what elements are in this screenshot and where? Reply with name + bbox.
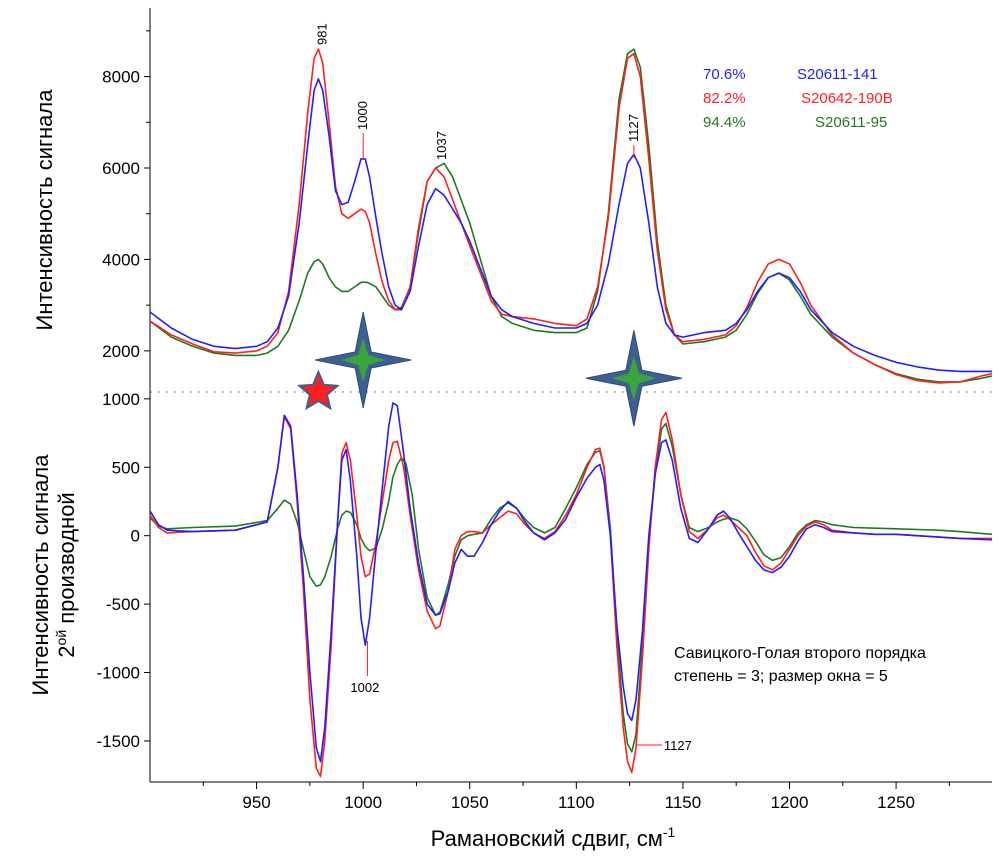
x-axis-title: Рамановский сдвиг, см-1 [431, 824, 676, 851]
top-y-tick-label: 4000 [102, 250, 140, 269]
top-peak-label-1037: 1037 [434, 131, 449, 160]
legend-percent-1: 70.6% [703, 66, 746, 83]
bottom-y-tick-label: -1500 [97, 732, 140, 751]
top-peak-label-981: 981 [315, 23, 330, 45]
top-y-tick-label: 2000 [102, 342, 140, 361]
peak-markers [296, 311, 682, 427]
top-y-tick-label: 6000 [102, 159, 140, 178]
green-star-marker-1 [315, 311, 412, 409]
bottom-series-S20642-190B [149, 411, 992, 778]
green-star-inner [341, 338, 386, 382]
legend-name-1: S20611-141 [797, 66, 878, 83]
bottom-y-axis-title-line1: Интенсивность сигнала [28, 454, 53, 696]
top-series-S20611-141 [149, 78, 992, 373]
bottom-panel-axes: -1500 -1000 -500 0 500 1000 950 1000 1050 1100 115… [97, 390, 992, 812]
legend-name-2: S20642-190B [801, 90, 893, 107]
legend: 70.6% S20611-141 82.2% S20642-190B 94.4%… [703, 66, 893, 131]
bottom-series-S20611-141 [149, 402, 993, 763]
bottom-y-tick-label: 1000 [102, 390, 140, 409]
x-tick-label: 1200 [771, 793, 809, 812]
bottom-y-tick-label: -1000 [97, 664, 140, 683]
smoothing-note-line2: степень = 3; размер окна = 5 [674, 668, 888, 685]
x-tick-label: 1100 [558, 793, 595, 812]
top-y-axis-title: Интенсивность сигнала [32, 89, 57, 331]
top-peak-label-1000: 1000 [355, 101, 370, 130]
top-panel-series [149, 48, 993, 384]
top-series-S20642-190B [149, 48, 993, 384]
green-star-marker-2 [585, 330, 682, 427]
bottom-peak-label-1002: 1002 [350, 680, 379, 695]
bottom-y-tick-label: 0 [131, 527, 140, 546]
x-tick-label: 1150 [665, 793, 702, 812]
smoothing-note-line1: Савицкого-Голая второго порядка [674, 645, 926, 662]
legend-percent-2: 82.2% [703, 90, 746, 107]
x-tick-label: 950 [242, 793, 270, 812]
legend-name-3: S20611-95 [815, 114, 887, 131]
bottom-peak-label-1127: 1127 [664, 738, 692, 753]
x-tick-label: 1000 [344, 793, 382, 812]
green-star-inner [611, 356, 656, 401]
x-tick-label: 1050 [451, 793, 489, 812]
top-panel-peak-labels: 981 1000 1037 1127 [315, 23, 641, 160]
bottom-y-tick-label: 500 [112, 458, 140, 477]
top-peak-label-1127: 1127 [626, 114, 641, 142]
bottom-y-axis-title-line2: 2ой производной [53, 492, 79, 657]
red-star-marker [296, 369, 340, 411]
x-tick-label: 1250 [877, 793, 915, 812]
top-y-tick-label: 8000 [102, 68, 140, 87]
bottom-panel-peak-labels: 1002 1127 [350, 641, 692, 753]
bottom-y-tick-label: -500 [106, 595, 140, 614]
bottom-series-S20611-95 [149, 422, 993, 753]
bottom-panel-series [149, 402, 993, 778]
legend-percent-3: 94.4% [703, 114, 746, 131]
top-panel-axes: 2000 4000 6000 8000 [102, 8, 992, 393]
